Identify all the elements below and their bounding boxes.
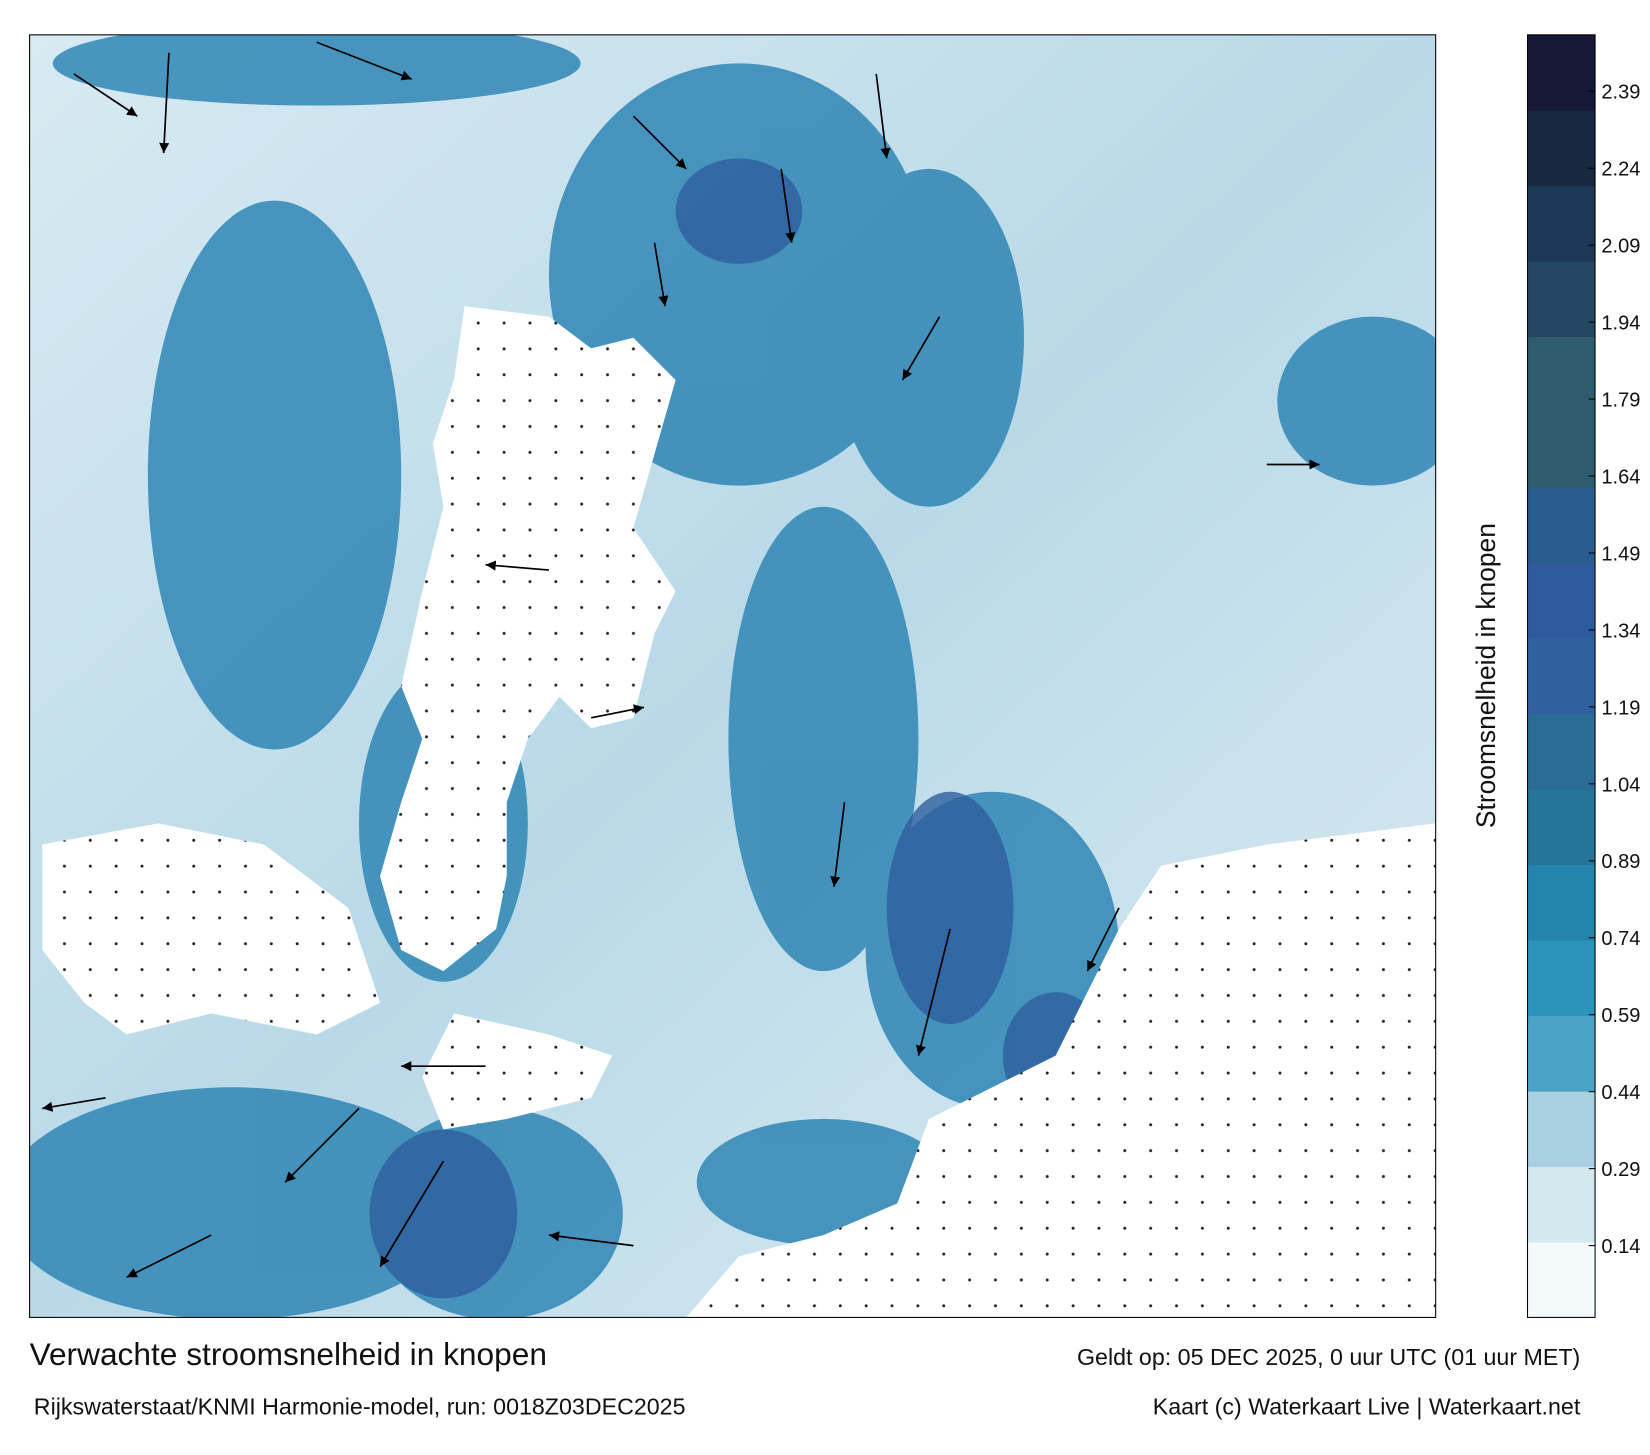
tick-label: 2.39	[1601, 82, 1640, 104]
color-band	[1527, 1015, 1596, 1092]
colorbar-frame	[1526, 34, 1596, 1318]
color-band	[1527, 261, 1596, 338]
tick-label: 1.49	[1601, 543, 1640, 565]
valid-time: Geldt op: 05 DEC 2025, 0 uur UTC (01 uur…	[1077, 1344, 1580, 1370]
map-frame	[29, 34, 1437, 1318]
tick-label: 1.04	[1601, 774, 1640, 796]
color-band	[1527, 1166, 1596, 1243]
tick-label: 0.29	[1601, 1159, 1640, 1181]
title: Verwachte stroomsnelheid in knopen	[30, 1336, 547, 1372]
credit: Kaart (c) Waterkaart Live | Waterkaart.n…	[1153, 1394, 1581, 1420]
tick-label: 1.79	[1601, 389, 1640, 411]
color-band	[1527, 412, 1596, 489]
color-band	[1527, 487, 1596, 564]
color-band	[1527, 110, 1596, 187]
tick-label: 1.94	[1601, 313, 1640, 335]
color-band	[1527, 940, 1596, 1017]
colorbar-label: Stroomsnelheid in knopen	[1471, 523, 1501, 828]
color-band	[1527, 1091, 1596, 1168]
color-band	[1527, 562, 1596, 639]
color-band	[1527, 638, 1596, 715]
tick-label: 1.34	[1601, 620, 1640, 642]
color-band	[1527, 34, 1596, 111]
colorbar: 0.14 0.29 0.44 0.59 0.74 0.89 1.04 1.19 1.34 1.49…	[1526, 34, 1640, 1318]
tick-label: 0.74	[1601, 928, 1640, 950]
color-band	[1527, 789, 1596, 866]
tick-label: 0.44	[1601, 1082, 1640, 1104]
tick-label: 2.09	[1601, 236, 1640, 258]
color-band	[1527, 336, 1596, 413]
tick-label: 1.19	[1601, 697, 1640, 719]
tick-label: 1.64	[1601, 466, 1640, 488]
tick-label: 0.59	[1601, 1005, 1640, 1027]
current-arrows	[42, 41, 1320, 1279]
color-band	[1527, 713, 1596, 790]
land	[42, 306, 1436, 1318]
color-band	[1527, 185, 1596, 262]
color-band	[1527, 864, 1596, 941]
source: Rijkswaterstaat/KNMI Harmonie-model, run…	[34, 1394, 686, 1420]
tick-label: 0.89	[1601, 851, 1640, 873]
tick-label: 2.24	[1601, 159, 1640, 181]
map	[29, 34, 1436, 1318]
tick-label: 0.14	[1601, 1236, 1640, 1258]
color-band	[1527, 1241, 1596, 1318]
